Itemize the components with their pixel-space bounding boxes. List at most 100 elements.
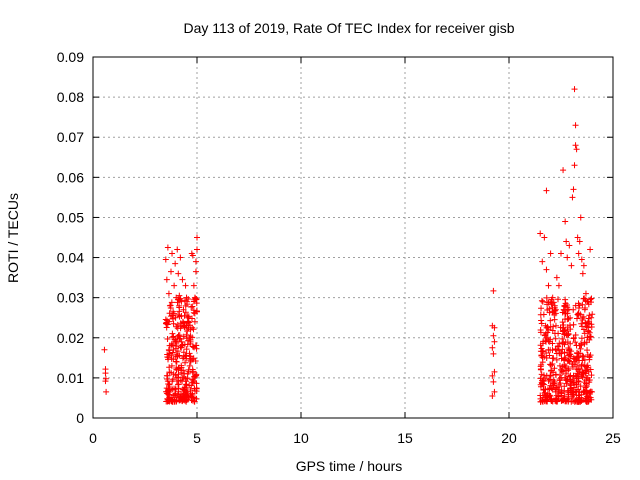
data-point bbox=[582, 290, 589, 297]
data-point bbox=[589, 311, 596, 318]
data-point bbox=[190, 355, 197, 362]
data-point bbox=[578, 320, 585, 327]
data-point bbox=[182, 302, 189, 309]
data-point bbox=[570, 379, 577, 386]
data-points bbox=[101, 86, 596, 405]
x-tick-labels: 0 5 10 15 20 25 bbox=[89, 430, 621, 446]
data-point bbox=[555, 330, 562, 337]
data-point bbox=[579, 301, 586, 308]
data-point bbox=[491, 388, 498, 395]
data-point bbox=[571, 86, 578, 93]
data-point bbox=[172, 385, 179, 392]
data-point bbox=[185, 318, 192, 325]
data-point bbox=[551, 307, 558, 314]
data-point bbox=[574, 370, 581, 377]
data-point bbox=[190, 326, 197, 333]
y-tick-label: 0.02 bbox=[57, 330, 84, 346]
data-point bbox=[542, 389, 549, 396]
data-point bbox=[177, 377, 184, 384]
data-point bbox=[560, 368, 567, 375]
data-point bbox=[182, 282, 189, 289]
data-point bbox=[182, 392, 189, 399]
data-point bbox=[579, 374, 586, 381]
data-point bbox=[489, 392, 496, 399]
y-tick-label: 0.01 bbox=[57, 370, 84, 386]
data-point bbox=[169, 378, 176, 385]
data-point bbox=[586, 312, 593, 319]
data-point bbox=[190, 394, 197, 401]
data-point bbox=[168, 299, 175, 306]
data-point bbox=[562, 218, 569, 225]
data-point bbox=[537, 311, 544, 318]
y-tick-label: 0.08 bbox=[57, 89, 84, 105]
x-tick-label: 5 bbox=[193, 430, 201, 446]
data-point bbox=[542, 322, 549, 329]
data-point bbox=[193, 342, 200, 349]
data-point bbox=[572, 122, 579, 129]
data-point bbox=[538, 305, 545, 312]
data-point bbox=[179, 342, 186, 349]
data-point bbox=[189, 303, 196, 310]
y-tick-label: 0.07 bbox=[57, 129, 84, 145]
data-point bbox=[545, 282, 552, 289]
data-point bbox=[179, 397, 186, 404]
data-point bbox=[550, 379, 557, 386]
data-point bbox=[185, 319, 192, 326]
data-point bbox=[583, 381, 590, 388]
data-point bbox=[552, 346, 559, 353]
data-point bbox=[561, 330, 568, 337]
data-point bbox=[584, 375, 591, 382]
data-point bbox=[164, 353, 171, 360]
data-point bbox=[562, 310, 569, 317]
data-point bbox=[571, 162, 578, 169]
data-point bbox=[558, 387, 565, 394]
data-point bbox=[552, 335, 559, 342]
data-point bbox=[584, 334, 591, 341]
data-point bbox=[184, 328, 191, 335]
data-point bbox=[164, 244, 171, 251]
data-point bbox=[190, 307, 197, 314]
data-point bbox=[572, 398, 579, 405]
x-tick-label: 10 bbox=[293, 430, 309, 446]
data-point bbox=[490, 332, 497, 339]
data-point bbox=[558, 355, 565, 362]
data-point bbox=[187, 333, 194, 340]
data-point bbox=[187, 357, 194, 364]
data-point bbox=[569, 363, 576, 370]
data-point bbox=[165, 389, 172, 396]
data-point bbox=[550, 323, 557, 330]
data-point bbox=[186, 362, 193, 369]
data-point bbox=[538, 361, 545, 368]
x-axis-label: GPS time / hours bbox=[296, 458, 403, 474]
data-point bbox=[571, 356, 578, 363]
data-point bbox=[560, 307, 567, 314]
data-point bbox=[491, 338, 498, 345]
data-point bbox=[579, 270, 586, 277]
data-point bbox=[544, 307, 551, 314]
data-point bbox=[539, 380, 546, 387]
data-point bbox=[563, 238, 570, 245]
data-point bbox=[580, 369, 587, 376]
data-point bbox=[190, 282, 197, 289]
data-point bbox=[545, 338, 552, 345]
data-point bbox=[165, 290, 172, 297]
data-point bbox=[180, 333, 187, 340]
data-point bbox=[169, 250, 176, 257]
data-point bbox=[561, 395, 568, 402]
data-point bbox=[581, 306, 588, 313]
data-point bbox=[175, 270, 182, 277]
data-point bbox=[194, 246, 200, 253]
data-point bbox=[183, 298, 190, 305]
data-point bbox=[163, 324, 170, 331]
data-point bbox=[553, 274, 560, 281]
data-point bbox=[185, 296, 192, 303]
data-point bbox=[567, 314, 574, 321]
data-point bbox=[185, 325, 192, 332]
data-point bbox=[577, 345, 584, 352]
data-point bbox=[565, 365, 572, 372]
data-point bbox=[173, 323, 180, 330]
data-point bbox=[576, 398, 583, 405]
data-point bbox=[580, 353, 587, 360]
data-point bbox=[550, 355, 557, 362]
